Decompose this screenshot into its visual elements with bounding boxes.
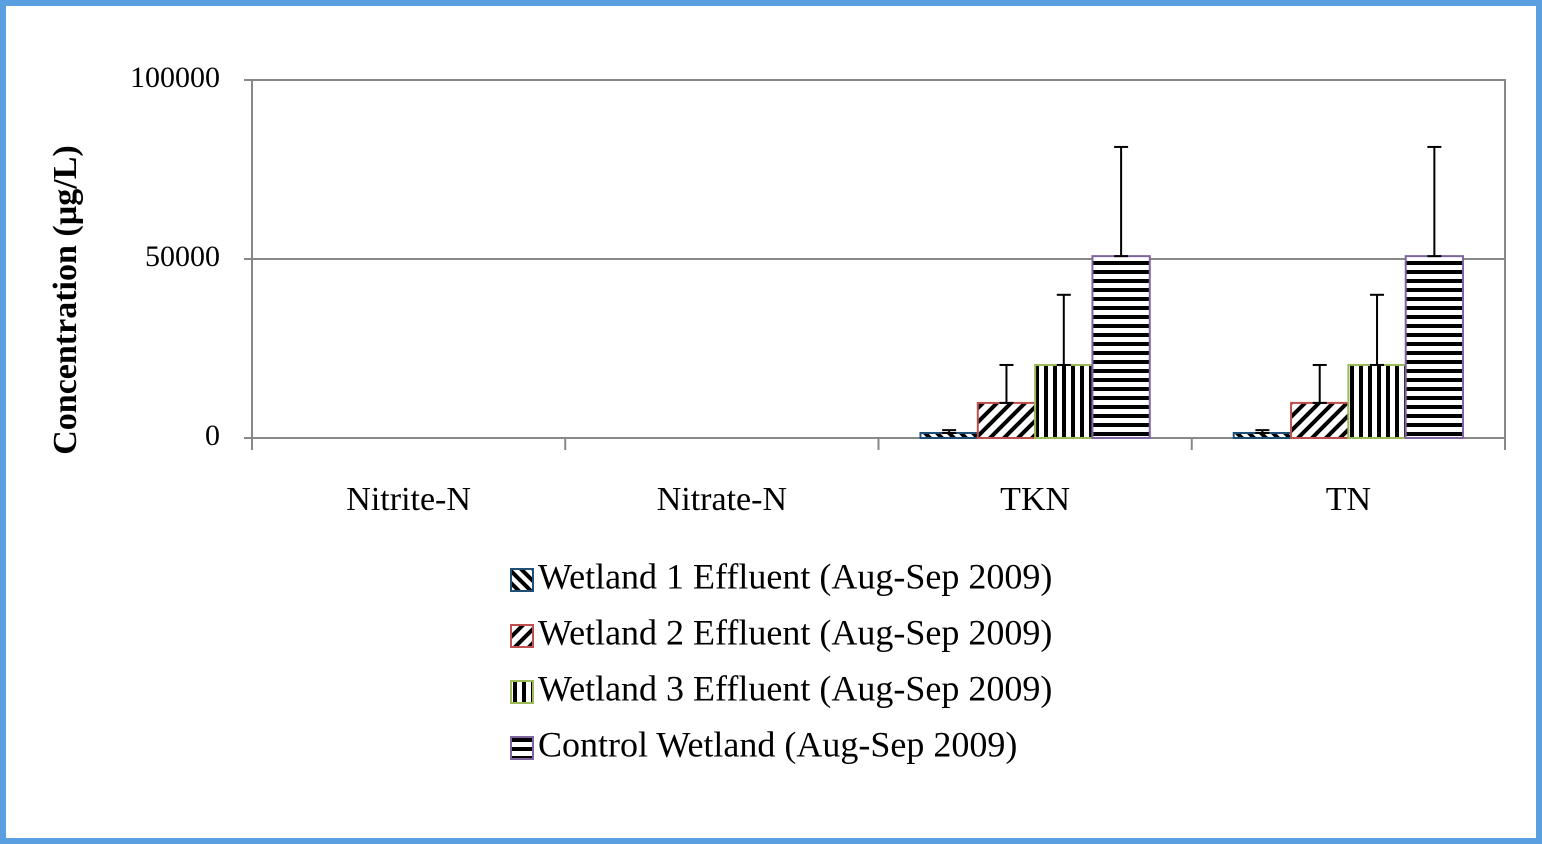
bar — [1404, 255, 1465, 439]
bar — [1290, 401, 1350, 439]
legend-swatch — [510, 680, 534, 704]
x-tick-label: TN — [1326, 481, 1371, 518]
x-tick-label: Nitrate-N — [657, 481, 787, 518]
error-bar — [1427, 145, 1442, 258]
y-axis-label: Concentration (µg/L) — [47, 145, 84, 455]
y-tick-label: 0 — [205, 419, 220, 452]
legend-label: Control Wetland (Aug-Sep 2009) — [538, 724, 1017, 764]
legend-swatch — [510, 736, 534, 760]
x-tick-label: Nitrite-N — [346, 481, 471, 518]
legend-label: Wetland 3 Effluent (Aug-Sep 2009) — [538, 668, 1052, 708]
error-bar — [1312, 363, 1327, 404]
error-bar — [1056, 293, 1071, 366]
legend-label: Wetland 2 Effluent (Aug-Sep 2009) — [538, 612, 1052, 652]
y-tick-label: 50000 — [145, 240, 220, 273]
y-tick-label: 100000 — [130, 61, 220, 94]
legend-swatch — [510, 568, 534, 592]
legend-swatch — [510, 624, 534, 648]
bar — [976, 401, 1037, 439]
bar — [1034, 363, 1094, 439]
error-bar — [1114, 145, 1129, 258]
x-tick-label: TKN — [1000, 481, 1070, 518]
error-bar — [942, 429, 957, 434]
bar — [1347, 363, 1407, 439]
error-bar — [1255, 429, 1270, 434]
error-bar — [999, 363, 1014, 404]
bar — [1091, 255, 1151, 439]
legend-label: Wetland 1 Effluent (Aug-Sep 2009) — [538, 556, 1052, 596]
error-bar — [1370, 293, 1385, 366]
